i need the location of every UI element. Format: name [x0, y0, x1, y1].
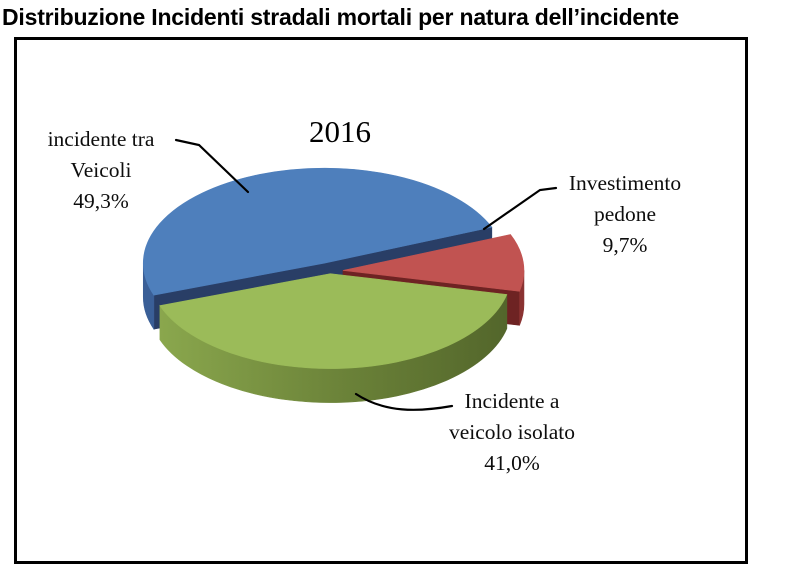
slice-label-line: Investimento	[568, 171, 682, 195]
slice-value: 41,0%	[484, 451, 540, 475]
slice-label-investimento: Investimento pedone 9,7%	[540, 168, 710, 261]
slice-label-line: pedone	[593, 202, 657, 226]
slice-label-line: Incidente a	[464, 389, 560, 413]
figure-title: Distribuzione Incidenti stradali mortali…	[2, 4, 679, 30]
pie-slice-top	[342, 234, 525, 292]
pie-slice-top	[159, 273, 508, 369]
slice-label-line: veicolo isolato	[449, 420, 575, 444]
slice-label-line: Veicoli	[70, 158, 132, 182]
pie-3d	[142, 167, 525, 403]
slice-value: 9,7%	[602, 233, 648, 257]
leader-line-investimento	[482, 186, 558, 231]
slice-label-line: incidente tra	[47, 127, 155, 151]
slice-label-isolato: Incidente a veicolo isolato 41,0%	[422, 386, 602, 479]
pie-slice-top	[143, 167, 493, 296]
slice-label-veicoli: incidente tra Veicoli 49,3%	[16, 124, 186, 217]
leader-line-isolato	[354, 392, 454, 411]
chart-year-title: 2016	[309, 114, 371, 149]
leader-line-veicoli	[174, 138, 250, 194]
slice-value: 49,3%	[73, 189, 129, 213]
